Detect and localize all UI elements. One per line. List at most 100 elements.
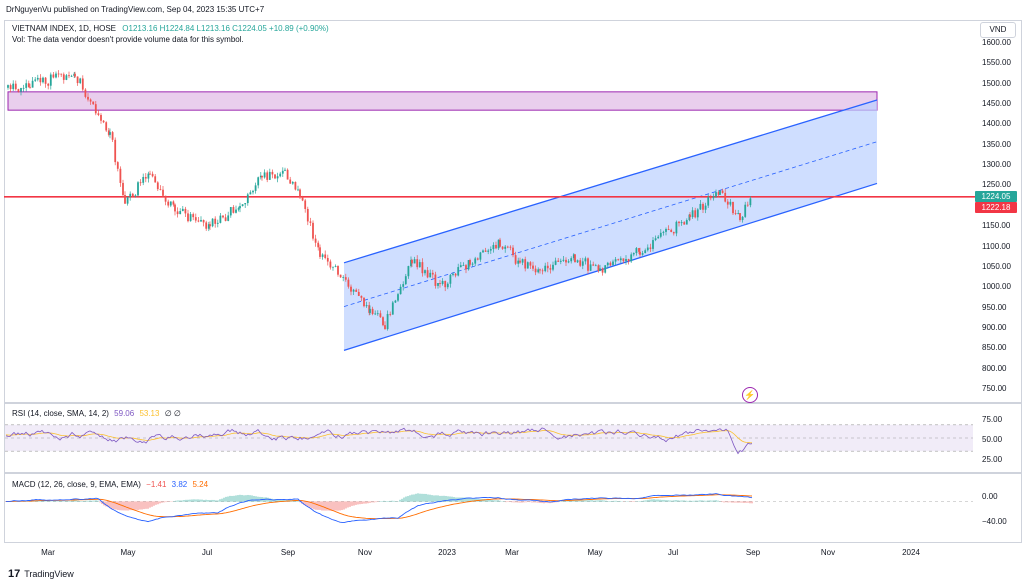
macd-bar (189, 499, 191, 502)
macd-bar (649, 499, 651, 502)
macd-bar (387, 501, 389, 502)
candle (14, 80, 17, 91)
macd-bar (739, 501, 741, 503)
macd-line-value: 3.82 (171, 480, 188, 489)
macd-bar (601, 500, 603, 502)
macd-bar (571, 500, 573, 502)
macd-bar (209, 500, 211, 502)
candle (200, 216, 202, 222)
candle (369, 305, 371, 315)
macd-bar (515, 501, 517, 503)
candle (309, 217, 312, 226)
candle (704, 202, 707, 214)
candle (497, 239, 500, 251)
macd-bar (439, 495, 441, 502)
rsi-line (5, 427, 753, 455)
macd-bar (47, 501, 49, 502)
macd-bar (129, 501, 131, 511)
macd-bar (407, 496, 409, 502)
time-label: Sep (745, 548, 761, 557)
candle (74, 71, 76, 78)
macd-bar (273, 499, 275, 502)
lightning-icon[interactable]: ⚡ (742, 387, 758, 403)
candle (319, 244, 321, 260)
macd-bar (219, 499, 221, 502)
macd-bar (513, 501, 515, 503)
candle (376, 310, 379, 316)
candle (289, 176, 292, 184)
tradingview-logo[interactable]: 17 TradingView (8, 568, 74, 580)
price-tick: 1150.00 (982, 221, 1011, 231)
macd-bar (269, 498, 271, 502)
macd-bar (313, 501, 315, 510)
candle (317, 240, 320, 251)
candle (151, 171, 154, 178)
macd-bar (315, 501, 317, 510)
candle (89, 98, 92, 105)
candle (344, 273, 347, 282)
rsi-bands-value: ∅ ∅ (164, 409, 181, 418)
candle (211, 218, 214, 228)
macd-bar (53, 501, 55, 502)
rsi-legend[interactable]: RSI (14, close, SMA, 14, 2) 59.06 53.13 … (12, 409, 181, 418)
candle (696, 208, 699, 221)
candle (737, 209, 740, 215)
candle (589, 260, 592, 271)
macd-bar (343, 501, 345, 510)
candle (689, 211, 691, 221)
macd-bar (641, 500, 643, 502)
candle (721, 188, 724, 194)
macd-bar (735, 501, 737, 503)
candle (100, 113, 102, 124)
currency-button[interactable]: VND (980, 22, 1016, 38)
candle (437, 283, 439, 289)
macd-bar (721, 501, 723, 503)
price-tick: 850.00 (982, 343, 1007, 353)
candle (382, 316, 384, 327)
macd-bar (575, 500, 577, 502)
macd-bar (283, 499, 285, 502)
candle (732, 201, 734, 215)
macd-bar (243, 495, 245, 502)
macd-bar (681, 500, 683, 502)
candle (410, 256, 412, 268)
supply-zone (7, 91, 878, 111)
candle (407, 265, 410, 279)
macd-bar (391, 500, 393, 502)
macd-bar (643, 500, 645, 502)
candle (304, 198, 307, 213)
macd-bar (89, 500, 91, 502)
macd-bar (413, 494, 415, 502)
candle (584, 256, 587, 265)
macd-bar (351, 501, 353, 506)
macd-bar (365, 501, 367, 504)
macd-bar (499, 500, 501, 502)
macd-bar (529, 501, 531, 503)
candle (229, 206, 232, 218)
candle (276, 172, 279, 183)
candle (559, 258, 562, 265)
candle (587, 257, 589, 274)
macd-bar (627, 501, 629, 502)
candle (549, 264, 552, 274)
macd-bar (645, 500, 647, 502)
macd-bar (245, 495, 247, 502)
candle (489, 246, 492, 254)
symbol-legend[interactable]: VIETNAM INDEX, 1D, HOSE O1213.16 H1224.8… (12, 24, 329, 33)
candle (397, 292, 399, 302)
candle (659, 229, 662, 239)
candle (279, 171, 282, 178)
candle (326, 254, 329, 266)
candle (539, 268, 541, 274)
candle (744, 201, 747, 218)
candle (266, 170, 269, 183)
candle (678, 220, 680, 227)
candle (154, 174, 157, 183)
candle (581, 257, 584, 270)
macd-legend[interactable]: MACD (12, 26, close, 9, EMA, EMA) −1.41 … (12, 480, 208, 489)
candle (741, 216, 744, 223)
candle (462, 262, 465, 266)
macd-bar (185, 499, 187, 502)
candle (297, 185, 299, 192)
